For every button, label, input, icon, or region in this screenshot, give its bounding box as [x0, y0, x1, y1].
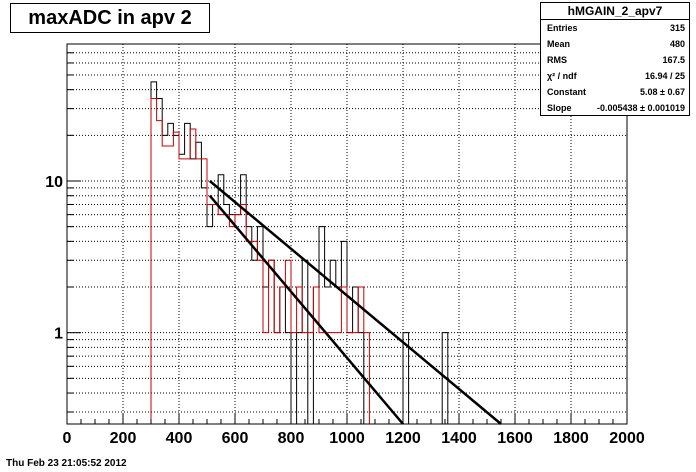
x-tick-label: 200 — [110, 430, 137, 447]
stats-value: -0.005438 ± 0.001019 — [596, 103, 685, 113]
stats-label: Mean — [547, 39, 571, 49]
x-tick-label: 600 — [222, 430, 249, 447]
stats-value: 315 — [669, 23, 685, 33]
histogram-series-red — [150, 97, 375, 425]
stats-row-constant: Constant 5.08 ± 0.67 — [541, 84, 689, 100]
x-tick-label: 800 — [278, 430, 305, 447]
fit-line-1 — [208, 180, 502, 425]
x-tick-label: 400 — [166, 430, 193, 447]
stats-value: 167.5 — [662, 55, 685, 65]
x-tick-label: 2000 — [609, 430, 645, 447]
stats-value: 16.94 / 25 — [644, 71, 685, 81]
stats-row-rms: RMS 167.5 — [541, 52, 689, 68]
stats-box: hMGAIN_2_apv7 Entries 315 Mean 480 RMS 1… — [540, 2, 690, 116]
stats-label: Constant — [547, 87, 586, 97]
y-tick-label: 1 — [54, 326, 63, 343]
stats-row-mean: Mean 480 — [541, 36, 689, 52]
x-tick-label: 1200 — [385, 430, 421, 447]
x-tick-label: 1400 — [441, 430, 477, 447]
stats-value: 5.08 ± 0.67 — [640, 87, 685, 97]
x-tick-label: 0 — [63, 430, 72, 447]
x-tick-label: 1800 — [553, 430, 589, 447]
stats-row-slope: Slope -0.005438 ± 0.001019 — [541, 100, 689, 116]
x-tick-label: 1600 — [497, 430, 533, 447]
stats-histogram-name: hMGAIN_2_apv7 — [541, 3, 689, 20]
x-tick-label: 1000 — [329, 430, 365, 447]
plot-title: maxADC in apv 2 — [10, 3, 210, 33]
stats-row-chi2: χ² / ndf 16.94 / 25 — [541, 68, 689, 84]
timestamp: Thu Feb 23 21:05:52 2012 — [6, 458, 127, 469]
stats-row-entries: Entries 315 — [541, 20, 689, 36]
stats-label: Slope — [547, 103, 572, 113]
y-tick-label: 10 — [45, 174, 63, 191]
fit-line-2 — [208, 194, 404, 425]
stats-label: RMS — [547, 55, 567, 65]
stats-label: χ² / ndf — [547, 71, 577, 81]
stats-label: Entries — [547, 23, 578, 33]
stats-value: 480 — [669, 39, 685, 49]
